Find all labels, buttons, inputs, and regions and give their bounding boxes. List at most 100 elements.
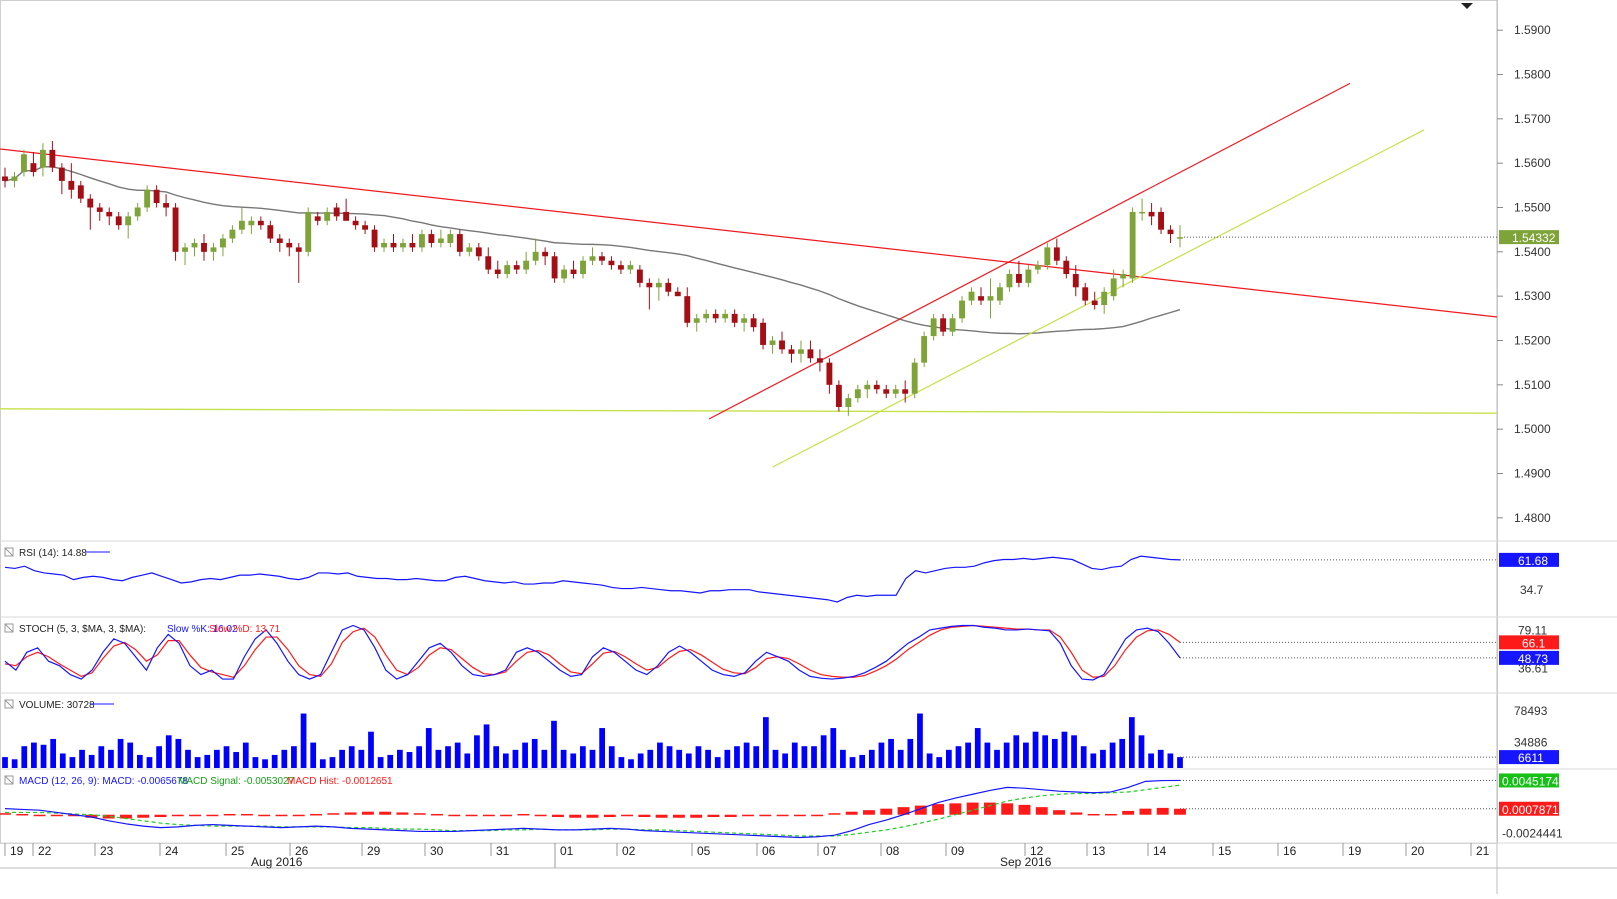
volume-bar bbox=[984, 742, 991, 768]
volume-bar bbox=[926, 753, 933, 768]
candle-body bbox=[921, 336, 928, 363]
candle-body bbox=[494, 269, 501, 274]
macd-hist-bar bbox=[914, 805, 927, 815]
candle-body bbox=[551, 256, 558, 279]
candle-body bbox=[570, 269, 577, 274]
volume-bar bbox=[1119, 738, 1126, 768]
macd-hist-title: MACD Hist: -0.0012651 bbox=[287, 776, 393, 787]
candle-body bbox=[693, 318, 700, 323]
candle-body bbox=[987, 296, 994, 301]
macd-hist-bar bbox=[344, 812, 357, 815]
volume-bar bbox=[50, 738, 57, 768]
x-day-label: 21 bbox=[1476, 844, 1490, 858]
dropdown-triangle-icon bbox=[1461, 3, 1473, 9]
price-tick-label: 1.5500 bbox=[1514, 201, 1551, 215]
price-tick-label: 1.4900 bbox=[1514, 467, 1551, 481]
candle-body bbox=[864, 384, 871, 390]
candle-body bbox=[1025, 269, 1032, 283]
macd-hist-bar bbox=[206, 814, 219, 817]
candle-body bbox=[807, 349, 814, 359]
panel-toggle-icon-slash bbox=[4, 775, 14, 785]
macd-hist-bar bbox=[949, 803, 962, 815]
volume-last-label: 6611 bbox=[1518, 751, 1544, 765]
volume-bar bbox=[647, 749, 654, 768]
volume-bar bbox=[1071, 735, 1077, 768]
macd-hist-last-label: 0.0007871 bbox=[1502, 803, 1559, 817]
candle-body bbox=[106, 211, 113, 217]
stoch-d-badge bbox=[1499, 635, 1559, 650]
candle-body bbox=[400, 242, 406, 248]
macd-hist-bar bbox=[811, 814, 824, 817]
volume-bar bbox=[185, 749, 191, 768]
stoch-k-last-label: 48.73 bbox=[1518, 652, 1548, 666]
macd-hist-bar bbox=[33, 814, 46, 817]
candle-body bbox=[703, 313, 710, 319]
macd-hist-bar bbox=[845, 811, 858, 815]
candle-body bbox=[485, 256, 492, 270]
volume-bar bbox=[676, 749, 683, 768]
volume-tick-low: 34886 bbox=[1514, 736, 1548, 750]
volume-bar bbox=[734, 746, 740, 768]
candle-body bbox=[286, 242, 293, 248]
volume-bar bbox=[1148, 753, 1154, 768]
volume-bar bbox=[348, 746, 355, 768]
candle-body bbox=[115, 216, 122, 226]
x-day-label: 15 bbox=[1218, 844, 1232, 858]
volume-bar bbox=[955, 746, 962, 768]
candle-body bbox=[940, 318, 947, 332]
macd-signal-title: MACD Signal: -0.0053027 bbox=[178, 776, 295, 787]
volume-bar bbox=[888, 738, 894, 768]
volume-last-badge bbox=[1499, 750, 1559, 765]
macd-hist-bar bbox=[742, 814, 754, 817]
candle-body bbox=[229, 229, 236, 239]
volume-bar bbox=[917, 713, 923, 768]
candle-body bbox=[911, 362, 918, 394]
price-tick-label: 1.5100 bbox=[1514, 378, 1551, 392]
candle-body bbox=[125, 216, 132, 226]
volume-bar bbox=[570, 753, 577, 768]
volume-bar bbox=[233, 752, 240, 768]
macd-last-badge bbox=[1499, 773, 1559, 788]
volume-bar bbox=[387, 754, 394, 768]
macd-hist-bar bbox=[828, 813, 841, 815]
x-day-label: 23 bbox=[100, 844, 114, 858]
macd-hist-bar bbox=[119, 814, 132, 819]
volume-bar bbox=[1177, 757, 1183, 768]
volume-bar bbox=[88, 754, 95, 768]
candle-body bbox=[267, 225, 274, 239]
stoch-k-title: Slow %K: 16.02 bbox=[167, 624, 238, 635]
x-day-label: 06 bbox=[762, 844, 776, 858]
volume-bar bbox=[1109, 742, 1116, 768]
x-day-label: 19 bbox=[10, 844, 24, 858]
candle-body bbox=[314, 216, 321, 221]
macd-hist-bar bbox=[534, 814, 547, 817]
rsi-last-label: 61.68 bbox=[1518, 554, 1548, 568]
volume-bar bbox=[406, 752, 413, 768]
volume-bar bbox=[291, 746, 297, 768]
candle-body bbox=[580, 260, 586, 274]
candle-body bbox=[722, 313, 729, 319]
volume-bar bbox=[791, 742, 798, 768]
volume-bar bbox=[329, 757, 336, 768]
macd-hist-bar bbox=[517, 813, 530, 816]
candle-body bbox=[959, 300, 965, 319]
x-day-label: 30 bbox=[430, 844, 444, 858]
volume-bar bbox=[310, 742, 317, 768]
candle-body bbox=[1110, 278, 1117, 297]
price-tick-label: 1.5900 bbox=[1514, 23, 1551, 37]
volume-bar bbox=[2, 757, 8, 768]
volume-bar bbox=[994, 749, 1000, 768]
candle-body bbox=[475, 247, 482, 257]
candle-body bbox=[1063, 260, 1070, 274]
volume-bar bbox=[127, 742, 134, 768]
volume-bar bbox=[560, 749, 567, 768]
candle-body bbox=[390, 242, 397, 248]
volume-bar bbox=[165, 735, 172, 768]
volume-bar bbox=[79, 749, 85, 768]
macd-hist-bar bbox=[551, 814, 564, 817]
candle-body bbox=[561, 269, 568, 279]
candle-body bbox=[636, 269, 643, 283]
moving-average-line bbox=[4, 166, 1181, 335]
macd-hist-bar bbox=[396, 812, 409, 815]
candle-body bbox=[968, 291, 975, 301]
